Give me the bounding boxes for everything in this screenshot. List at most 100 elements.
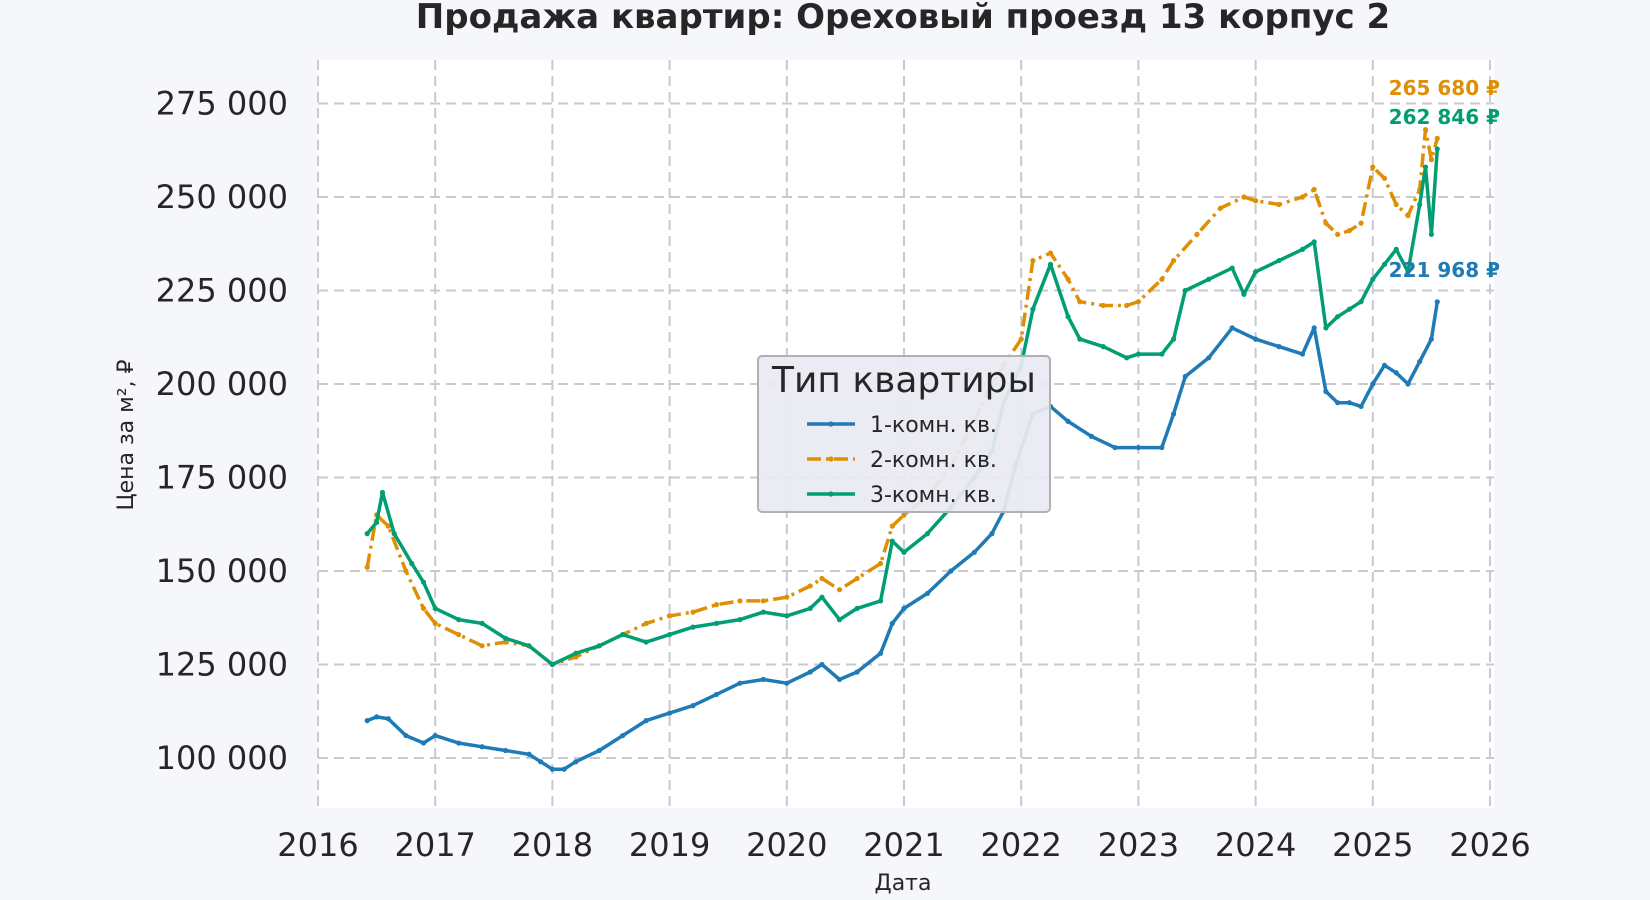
series-2-point-3	[403, 568, 409, 574]
series-3-point-50	[1299, 246, 1306, 252]
series-3-point-56	[1370, 276, 1376, 282]
series-1-point-15	[620, 732, 626, 739]
x-axis-label: Дата	[875, 871, 932, 896]
series-2-point-6	[456, 631, 462, 638]
series-1-point-59	[1417, 358, 1423, 365]
series-3-point-15	[643, 639, 649, 645]
chart-title: Продажа квартир: Ореховый проезд 13 корп…	[416, 0, 1390, 37]
series-3-point-3	[391, 531, 397, 537]
y-tick-label-0: 100 000	[156, 739, 288, 777]
series-3-point-29	[924, 531, 931, 537]
legend-marker-3	[828, 491, 834, 497]
series-3-point-1	[374, 519, 380, 525]
series-3-point-37	[1065, 314, 1071, 320]
x-tick-label-6: 2022	[980, 826, 1061, 864]
y-tick-label-5: 225 000	[156, 272, 288, 310]
series-3-point-4	[409, 560, 415, 567]
series-2-point-45	[1241, 194, 1247, 200]
series-3-point-0	[364, 531, 370, 537]
series-2-point-60	[1428, 157, 1434, 163]
series-1-point-21	[760, 676, 766, 683]
x-tick-label-3: 2019	[629, 826, 710, 864]
series-3-point-28	[901, 549, 907, 555]
series-3-point-27	[889, 538, 895, 544]
end-label-series-2: 265 680 ₽	[1389, 76, 1500, 100]
series-2-point-5	[432, 620, 438, 626]
series-3-point-42	[1159, 351, 1165, 357]
series-2-point-49	[1311, 186, 1317, 193]
series-2-point-55	[1381, 175, 1388, 181]
series-3-point-55	[1358, 299, 1364, 305]
series-2-point-39	[1124, 302, 1130, 309]
series-3-point-51	[1311, 239, 1317, 245]
series-2-point-42	[1170, 257, 1177, 264]
series-1-point-5	[432, 732, 438, 739]
series-3-point-12	[573, 650, 579, 656]
series-1-point-20	[737, 680, 743, 686]
series-1-point-57	[1393, 370, 1399, 376]
x-tick-label-4: 2020	[746, 826, 827, 864]
series-3-point-54	[1346, 306, 1352, 312]
series-2-point-16	[690, 609, 696, 615]
series-3-point-14	[620, 631, 626, 638]
series-3-point-20	[760, 609, 766, 615]
legend-items: 1-комн. кв. 2-комн. кв. 3-комн. кв.	[807, 413, 997, 508]
series-3-point-59	[1405, 269, 1411, 275]
legend-marker-2	[828, 456, 834, 462]
series-1-point-9	[526, 751, 532, 757]
series-3-point-7	[456, 617, 462, 623]
series-2-point-22	[819, 575, 825, 582]
series-3-point-23	[819, 594, 825, 600]
series-1-point-6	[456, 740, 462, 746]
series-2-point-48	[1299, 194, 1306, 200]
series-3-point-43	[1170, 336, 1177, 342]
series-2-point-41	[1159, 276, 1165, 282]
series-1-point-47	[1253, 336, 1259, 342]
series-3-point-40	[1124, 355, 1130, 361]
series-1-point-49	[1299, 351, 1306, 357]
series-3-point-57	[1381, 261, 1388, 267]
series-1-point-19	[713, 691, 720, 698]
series-3-point-46	[1229, 265, 1235, 271]
series-3-point-62	[1428, 231, 1434, 237]
series-2-point-38	[1100, 302, 1106, 309]
legend-title: Тип квартиры	[771, 360, 1036, 401]
series-3-point-48	[1253, 269, 1259, 275]
series-1-point-17	[667, 710, 673, 716]
series-1-point-4	[420, 740, 427, 746]
series-1-point-45	[1206, 355, 1212, 361]
series-3-point-61	[1422, 164, 1429, 170]
series-3-point-10	[526, 643, 532, 649]
legend-label-1: 1-комн. кв.	[870, 413, 997, 438]
y-tick-label-2: 150 000	[156, 552, 288, 590]
series-2-point-2	[385, 523, 391, 529]
series-2-point-40	[1135, 299, 1141, 305]
series-2-point-59	[1422, 127, 1429, 133]
x-tick-label-2: 2018	[512, 826, 593, 864]
series-2-point-51	[1335, 231, 1341, 237]
series-3-point-21	[784, 613, 790, 619]
y-tick-label-1: 125 000	[156, 646, 288, 684]
series-1-point-24	[819, 661, 825, 668]
series-3-point-13	[596, 643, 602, 649]
series-3-point-16	[667, 631, 673, 638]
series-3-point-25	[854, 605, 860, 612]
y-tick-label-6: 250 000	[156, 178, 288, 216]
y-axis-ticks: 100 000 125 000 150 000 175 000 200 000 225 0…	[156, 85, 288, 778]
series-2-point-36	[1065, 276, 1071, 282]
series-3-point-49	[1276, 257, 1282, 264]
series-1-point-38	[1065, 418, 1071, 424]
series-2-point-34	[1030, 257, 1036, 264]
series-2-point-37	[1077, 299, 1083, 305]
series-3-point-35	[1030, 306, 1036, 312]
series-1-point-25	[836, 676, 843, 683]
series-1-point-27	[877, 650, 884, 656]
series-2-point-20	[784, 594, 790, 600]
series-1-point-40	[1112, 444, 1118, 451]
series-3-point-19	[737, 617, 743, 623]
y-tick-label-3: 175 000	[156, 459, 288, 497]
series-3-point-63	[1434, 146, 1440, 152]
series-1-point-41	[1135, 444, 1141, 451]
legend-label-3: 3-комн. кв.	[870, 483, 997, 508]
series-3-point-38	[1077, 336, 1083, 342]
